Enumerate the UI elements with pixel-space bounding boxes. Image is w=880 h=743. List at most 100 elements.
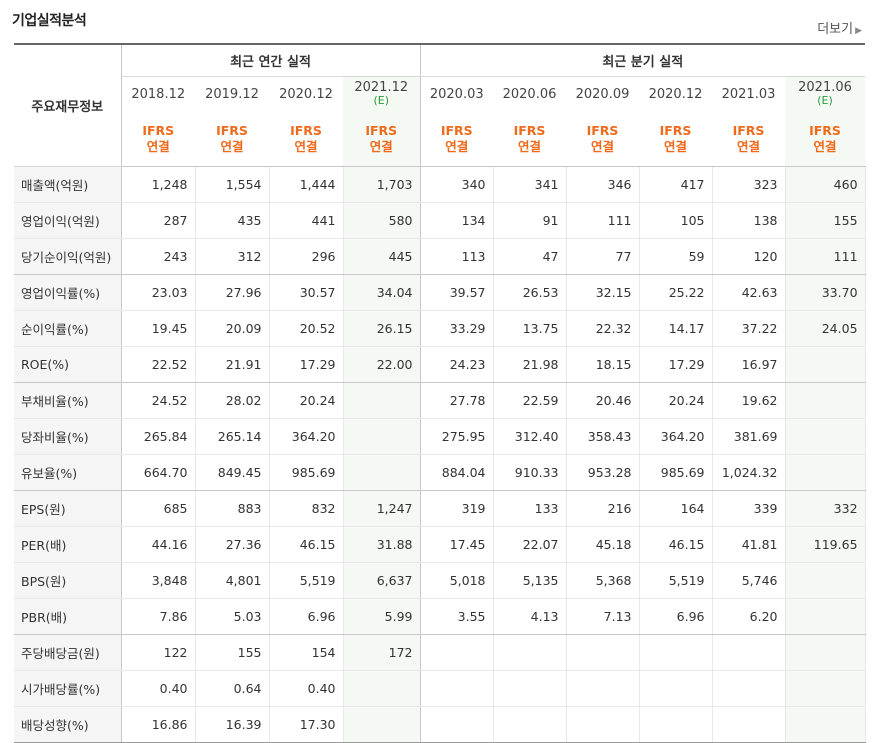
- value-cell: 31.88: [343, 526, 421, 563]
- value-cell: 6.96: [639, 598, 713, 635]
- value-cell: 26.15: [343, 310, 421, 347]
- more-label: 더보기: [817, 22, 854, 37]
- value-cell: 5.99: [343, 598, 421, 635]
- value-cell: 4,801: [195, 562, 270, 599]
- value-cell: 16.97: [712, 346, 786, 383]
- value-cell: 155: [785, 202, 866, 239]
- value-cell: 832: [269, 490, 344, 527]
- period-header: 2018.12: [121, 77, 195, 112]
- value-cell: 18.15: [566, 346, 640, 383]
- table-row: 유보율(%) 664.70 849.45 985.69 884.04 910.33 953.…: [14, 454, 866, 491]
- table-row: 당기순이익(억원) 243 312 296 445 113 47 77 59 120 111: [14, 238, 866, 275]
- value-cell: 0.40: [269, 670, 344, 707]
- value-cell: 111: [566, 202, 640, 239]
- accounting-standard: IFRS 연결: [420, 111, 493, 167]
- value-cell: 25.22: [639, 274, 713, 311]
- value-cell: 28.02: [195, 382, 270, 419]
- value-cell: 910.33: [493, 454, 567, 491]
- value-cell: [785, 418, 866, 455]
- row-label: 주당배당금(원): [14, 634, 122, 671]
- value-cell: 77: [566, 238, 640, 275]
- value-cell: 22.59: [493, 382, 567, 419]
- value-cell: 985.69: [269, 454, 344, 491]
- value-cell: 1,554: [195, 166, 270, 203]
- value-cell: 27.78: [420, 382, 494, 419]
- row-label: 매출액(억원): [14, 166, 122, 203]
- period-label: 2020.06: [502, 86, 557, 102]
- value-cell: 27.36: [195, 526, 270, 563]
- row-label: ROE(%): [14, 346, 122, 383]
- value-cell: [785, 670, 866, 707]
- value-cell: [712, 670, 786, 707]
- value-cell: 20.24: [269, 382, 344, 419]
- value-cell: 5,519: [269, 562, 344, 599]
- value-cell: [785, 598, 866, 635]
- period-label: 2021.06: [798, 80, 852, 95]
- ifrs-label: IFRS: [365, 122, 398, 138]
- value-cell: 32.15: [566, 274, 640, 311]
- row-label: 유보율(%): [14, 454, 122, 491]
- value-cell: 46.15: [269, 526, 344, 563]
- value-cell: 364.20: [639, 418, 713, 455]
- value-cell: 24.05: [785, 310, 866, 347]
- value-cell: 275.95: [420, 418, 494, 455]
- value-cell: [420, 634, 494, 671]
- value-cell: 21.91: [195, 346, 270, 383]
- value-cell: 265.14: [195, 418, 270, 455]
- value-cell: [343, 418, 421, 455]
- value-cell: 172: [343, 634, 421, 671]
- accounting-standard: IFRS 연결: [712, 111, 785, 167]
- value-cell: 339: [712, 490, 786, 527]
- value-cell: 953.28: [566, 454, 640, 491]
- ifrs-label: IFRS: [809, 122, 841, 138]
- value-cell: 119.65: [785, 526, 866, 563]
- value-cell: 155: [195, 634, 270, 671]
- consolidated-label: 연결: [146, 138, 170, 154]
- value-cell: 46.15: [639, 526, 713, 563]
- value-cell: 22.52: [121, 346, 196, 383]
- row-label: EPS(원): [14, 490, 122, 527]
- value-cell: 42.63: [712, 274, 786, 311]
- more-link[interactable]: 더보기 ▶: [817, 18, 862, 37]
- table-row: 부채비율(%) 24.52 28.02 20.24 27.78 22.59 20.46 20.…: [14, 382, 866, 419]
- estimate-mark: (E): [373, 94, 390, 107]
- period-label: 2018.12: [131, 86, 186, 102]
- table-row: PBR(배) 7.86 5.03 6.96 5.99 3.55 4.13 7.13 6.96 6.…: [14, 598, 866, 635]
- consolidated-label: 연결: [736, 138, 760, 154]
- value-cell: 47: [493, 238, 567, 275]
- value-cell: 122: [121, 634, 196, 671]
- value-cell: 312.40: [493, 418, 567, 455]
- ifrs-label: IFRS: [142, 122, 175, 138]
- value-cell: 27.96: [195, 274, 270, 311]
- value-cell: 1,444: [269, 166, 344, 203]
- value-cell: 6,637: [343, 562, 421, 599]
- period-header: 2020.09: [566, 77, 639, 112]
- period-header: 2020.12: [269, 77, 343, 112]
- row-label: 영업이익(억원): [14, 202, 122, 239]
- ifrs-label: IFRS: [216, 122, 248, 138]
- value-cell: 19.45: [121, 310, 196, 347]
- value-cell: [566, 670, 640, 707]
- value-cell: 1,247: [343, 490, 421, 527]
- value-cell: [493, 706, 567, 743]
- chevron-right-icon: ▶: [855, 26, 862, 36]
- value-cell: 6.96: [269, 598, 344, 635]
- value-cell: [785, 634, 866, 671]
- row-label: PER(배): [14, 526, 122, 563]
- value-cell: 1,024.32: [712, 454, 786, 491]
- value-cell: 33.70: [785, 274, 866, 311]
- value-cell: 332: [785, 490, 866, 527]
- value-cell: 5,368: [566, 562, 640, 599]
- value-cell: 346: [566, 166, 640, 203]
- value-cell: 30.57: [269, 274, 344, 311]
- table-row: 매출액(억원) 1,248 1,554 1,444 1,703 340 341 346 417 3…: [14, 166, 866, 203]
- period-label: 2020.09: [575, 86, 630, 102]
- table-row: 영업이익률(%) 23.03 27.96 30.57 34.04 39.57 26.53 32…: [14, 274, 866, 311]
- consolidated-label: 연결: [517, 138, 541, 154]
- value-cell: 364.20: [269, 418, 344, 455]
- consolidated-label: 연결: [294, 138, 318, 154]
- value-cell: 19.62: [712, 382, 786, 419]
- value-cell: 120: [712, 238, 786, 275]
- value-cell: 20.52: [269, 310, 344, 347]
- value-cell: [639, 634, 713, 671]
